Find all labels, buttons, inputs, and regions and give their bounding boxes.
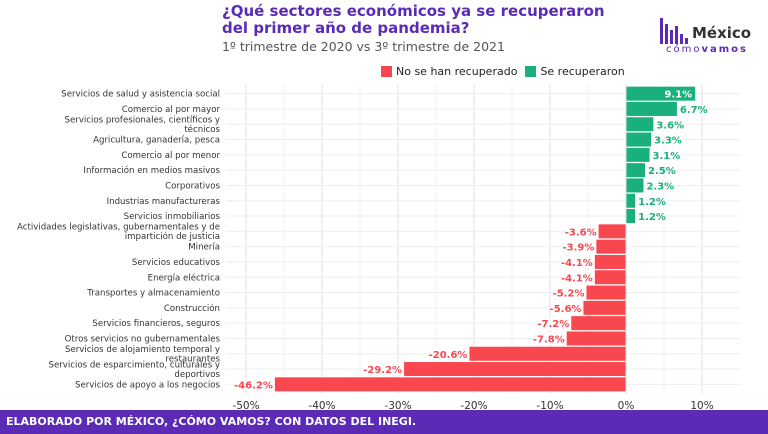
category-label: Servicios inmobiliarios — [124, 212, 221, 222]
data-label-bg — [563, 240, 595, 253]
data-label: 3.1% — [653, 151, 681, 162]
footer-credit: ELABORADO POR MÉXICO, ¿CÓMO VAMOS? CON D… — [6, 415, 417, 428]
bar — [594, 270, 626, 285]
category-label: Servicios profesionales, científicos y té… — [65, 116, 221, 136]
footer-bar: ELABORADO POR MÉXICO, ¿CÓMO VAMOS? CON D… — [0, 410, 768, 434]
logo-sub-text: cómovamos — [666, 44, 748, 55]
bar — [404, 362, 626, 377]
bar — [626, 209, 636, 224]
data-label: -3.6% — [565, 227, 597, 238]
x-tick-label: -20% — [460, 400, 487, 410]
data-label: 1.2% — [638, 197, 666, 208]
category-label: Actividades legislativas, gubernamentale… — [17, 223, 220, 243]
x-tick-label: -50% — [232, 400, 259, 410]
bar — [598, 224, 626, 239]
data-label: 9.1% — [664, 90, 692, 101]
category-label: Servicios de esparcimiento, culturales y… — [49, 360, 221, 380]
data-label-bg — [364, 363, 403, 376]
chart-subtitle: 1º trimestre de 2020 vs 3º trimestre de … — [222, 39, 505, 54]
bar — [586, 285, 626, 300]
data-label: -29.2% — [363, 365, 402, 376]
category-label: Servicios de apoyo a los negocios — [75, 380, 221, 390]
legend-item-recovered: Se recuperaron — [525, 65, 625, 78]
category-label: Servicios de alojamiento temporal y resta… — [65, 345, 220, 365]
category-label: Minería — [188, 243, 220, 253]
data-label-bg — [235, 378, 273, 391]
category-label: Servicios financieros, seguros — [92, 319, 220, 329]
x-tick-label: 0% — [618, 400, 635, 410]
data-label: 1.2% — [638, 212, 666, 223]
legend-swatch-recovered — [525, 66, 537, 77]
data-label: -46.2% — [234, 380, 273, 391]
logo-main-text: México — [692, 24, 752, 42]
category-label: Transportes y almacenamiento — [86, 289, 220, 299]
category-label: Industrias manufactureras — [107, 197, 221, 207]
data-label: 2.5% — [648, 166, 676, 177]
bar — [626, 132, 652, 147]
category-label: Corporativos — [165, 181, 220, 191]
x-tick-label: -40% — [308, 400, 335, 410]
category-label: Construcción — [164, 303, 220, 314]
mexico-como-vamos-logo: México cómovamos — [658, 12, 758, 62]
category-label: Agricultura, ganadería, pesca — [93, 136, 220, 146]
data-label: 3.6% — [656, 120, 684, 131]
data-label: -3.9% — [562, 243, 594, 254]
title-block: ¿Qué sectores económicos ya se recuperar… — [222, 2, 605, 55]
data-label: -7.2% — [537, 319, 569, 330]
bar — [566, 331, 626, 346]
bar — [583, 300, 626, 315]
bar-chart: -50% -40% -30% -20% -10% 0% 10% Servicios de sa… — [17, 84, 740, 410]
data-label: -4.1% — [561, 258, 593, 269]
data-label-bg — [533, 332, 565, 345]
x-tick-label: -10% — [536, 400, 563, 410]
x-tick-label: 10% — [690, 400, 713, 410]
bar — [626, 117, 654, 132]
category-label: Servicios de salud y asistencia social — [61, 90, 220, 100]
category-label: Otros servicios no gubernamentales — [65, 334, 221, 344]
data-label-bg — [550, 301, 582, 314]
data-label: -5.2% — [553, 289, 585, 300]
bar — [626, 193, 636, 208]
logo-sub-bold: vamos — [701, 44, 748, 55]
bar — [626, 178, 644, 193]
data-label-bg — [538, 317, 570, 330]
category-label: Servicios educativos — [132, 258, 221, 268]
data-label: -7.8% — [533, 334, 565, 345]
category-label: Comercio al por menor — [121, 151, 220, 161]
logo-sub-light: cómo — [666, 44, 702, 55]
data-label: -20.6% — [429, 350, 468, 361]
chart-title-line1: ¿Qué sectores económicos ya se recuperar… — [222, 2, 605, 20]
bar — [626, 147, 650, 162]
data-label: 3.3% — [654, 136, 682, 147]
logo-bars-icon — [660, 14, 700, 44]
category-label: Comercio al por mayor — [122, 105, 221, 115]
x-tick-label: -30% — [384, 400, 411, 410]
bar — [594, 254, 626, 269]
legend-item-not-recovered: No se han recuperado — [381, 65, 517, 78]
data-label-bg — [561, 255, 593, 268]
data-label-bg — [430, 347, 468, 360]
category-label: Energía eléctrica — [148, 272, 220, 283]
data-label-bg — [553, 286, 585, 299]
bar — [571, 316, 626, 331]
data-label: -4.1% — [561, 273, 593, 284]
category-label: Información en medios masivos — [83, 165, 220, 176]
data-label: 2.3% — [646, 181, 674, 192]
bar — [626, 163, 645, 178]
data-label: -5.6% — [550, 304, 582, 315]
bar — [626, 101, 677, 116]
bar — [626, 86, 696, 101]
data-label-bg — [561, 271, 593, 284]
chart-legend: No se han recuperado Se recuperaron — [381, 65, 633, 78]
legend-label-not-recovered: No se han recuperado — [396, 65, 518, 78]
legend-label-recovered: Se recuperaron — [540, 65, 625, 78]
data-label: 6.7% — [680, 105, 708, 116]
bar — [274, 377, 626, 392]
data-label-bg — [565, 225, 597, 238]
chart-title-line2: del primer año de pandemia? — [222, 19, 470, 37]
bar — [596, 239, 626, 254]
bar — [469, 346, 626, 361]
legend-swatch-not-recovered — [381, 66, 392, 77]
